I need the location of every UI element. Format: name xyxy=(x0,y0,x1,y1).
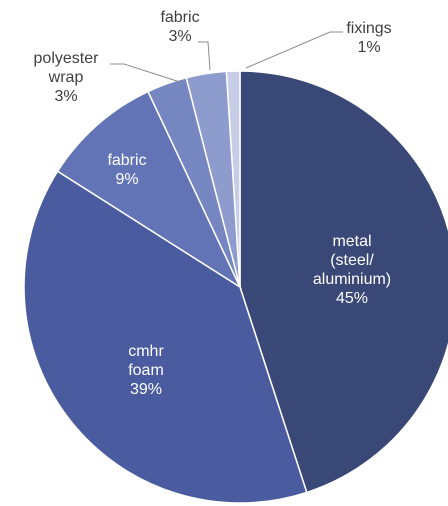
leader-line-3 xyxy=(110,63,181,83)
pie-slice-2 xyxy=(56,90,242,290)
slice-name-label: polyester xyxy=(34,50,100,67)
slice-value-label: 3% xyxy=(54,88,77,105)
leader-lines xyxy=(110,31,343,83)
slice-value-label: 45% xyxy=(336,290,368,307)
leader-line-5 xyxy=(245,31,343,69)
slice-value-label: 9% xyxy=(115,171,138,188)
slice-name-label: aluminium) xyxy=(313,271,391,288)
slice-value-label: 1% xyxy=(357,39,380,56)
slice-label-1: cmhr foam 39% xyxy=(128,343,164,398)
slice-label-4: fabric 3% xyxy=(160,9,199,45)
slice-name-label: cmhr xyxy=(128,343,164,360)
slice-labels: metal (steel/aluminium) 45% cmhr foam 39% fabr… xyxy=(34,9,392,398)
slice-name-label: metal xyxy=(332,233,371,250)
slice-name-label: fabric xyxy=(160,9,199,26)
slice-label-3: polyester wrap 3% xyxy=(34,50,100,105)
slice-label-0: metal (steel/aluminium) 45% xyxy=(313,233,391,307)
slice-value-label: 3% xyxy=(168,28,191,45)
leader-line-4 xyxy=(198,41,211,71)
pie-slices xyxy=(23,70,448,504)
slice-name-label: fixings xyxy=(346,20,391,37)
slice-label-5: fixings 1% xyxy=(346,20,391,56)
slice-name-label: (steel/ xyxy=(330,252,374,269)
pie-slice-0 xyxy=(239,70,448,494)
pie-slice-5 xyxy=(225,70,241,288)
slice-name-label: foam xyxy=(128,362,164,379)
slice-value-label: 39% xyxy=(130,381,162,398)
slice-name-label: wrap xyxy=(48,69,84,86)
pie-slice-1 xyxy=(23,170,308,504)
slice-name-label: fabric xyxy=(107,152,146,169)
slice-label-2: fabric 9% xyxy=(107,152,146,188)
